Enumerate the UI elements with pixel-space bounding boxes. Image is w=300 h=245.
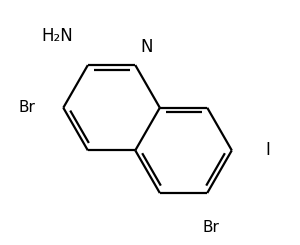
Text: Br: Br <box>19 100 36 115</box>
Text: Br: Br <box>202 220 219 235</box>
Text: H₂N: H₂N <box>41 26 73 45</box>
Text: I: I <box>265 141 270 159</box>
Text: N: N <box>140 38 153 56</box>
